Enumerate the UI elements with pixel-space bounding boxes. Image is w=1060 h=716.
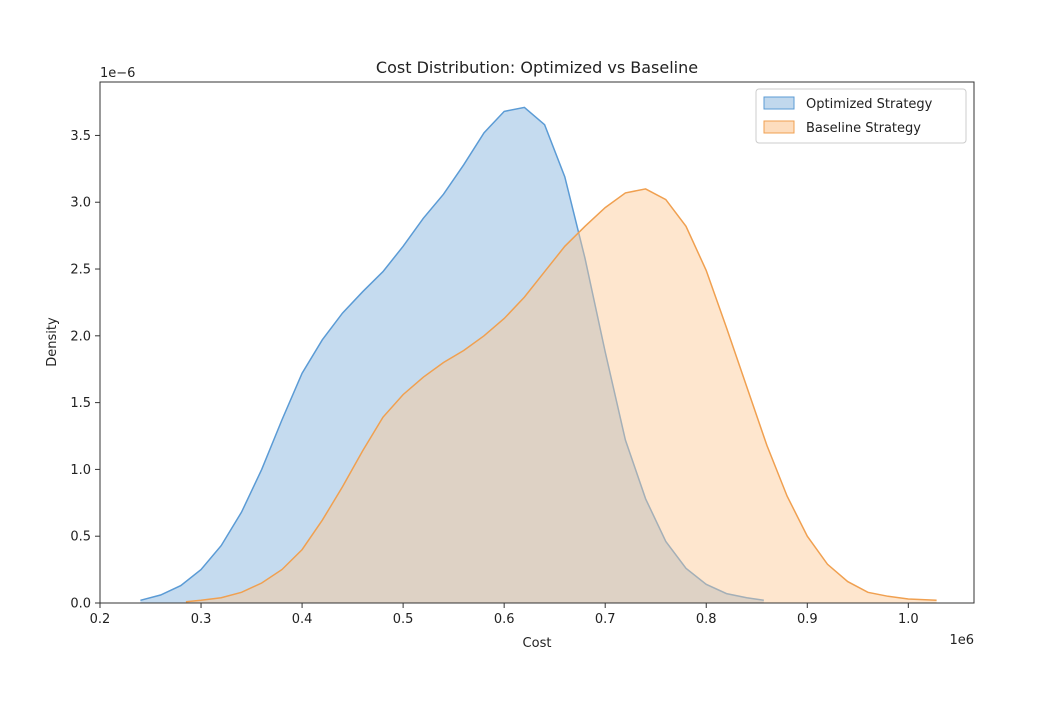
x-tick-label: 0.3 <box>191 612 212 627</box>
density-line-0 <box>140 106 764 602</box>
y-axis-ticks: 0.0 0.5 1.0 1.5 2.0 2.5 3.0 3.5 <box>70 129 100 612</box>
y-tick-label: 3.5 <box>70 129 91 144</box>
y-tick-label: 1.0 <box>70 463 91 478</box>
legend-swatch-optimized <box>763 96 795 110</box>
area-fill-1 <box>185 188 937 603</box>
x-tick-label: 0.8 <box>696 612 717 627</box>
density-areas <box>140 106 937 604</box>
legend-label-optimized: Optimized Strategy <box>806 97 933 112</box>
x-tick-label: 0.6 <box>494 612 515 627</box>
y-tick-label: 2.5 <box>70 263 91 278</box>
legend-label-baseline: Baseline Strategy <box>806 121 921 136</box>
x-axis-ticks: 0.2 0.3 0.4 0.5 0.6 0.7 0.8 0.9 1.0 <box>90 603 919 627</box>
y-tick-label: 0.5 <box>70 530 91 545</box>
y-tick-label: 1.5 <box>70 396 91 411</box>
y-tick-label: 2.0 <box>70 329 91 344</box>
density-line-1 <box>185 188 937 603</box>
x-axis-label: Cost <box>523 636 552 651</box>
chart-title: Cost Distribution: Optimized vs Baseline <box>376 58 698 77</box>
legend-swatch-baseline <box>763 120 795 134</box>
x-scale-label: 1e6 <box>949 633 974 648</box>
y-tick-label: 3.0 <box>70 196 91 211</box>
x-tick-label: 0.7 <box>595 612 616 627</box>
y-tick-label: 0.0 <box>70 597 91 612</box>
legend: Optimized Strategy Baseline Strategy <box>755 88 967 144</box>
x-tick-label: 0.2 <box>90 612 111 627</box>
legend-frame <box>755 88 967 144</box>
y-scale-label: 1e−6 <box>100 66 135 81</box>
x-tick-label: 0.4 <box>292 612 313 627</box>
x-tick-label: 1.0 <box>898 612 919 627</box>
area-fill-0 <box>140 107 764 604</box>
axes-frame <box>99 81 975 604</box>
y-axis-label: Density <box>45 317 60 367</box>
x-tick-label: 0.5 <box>393 612 414 627</box>
x-tick-label: 0.9 <box>797 612 818 627</box>
